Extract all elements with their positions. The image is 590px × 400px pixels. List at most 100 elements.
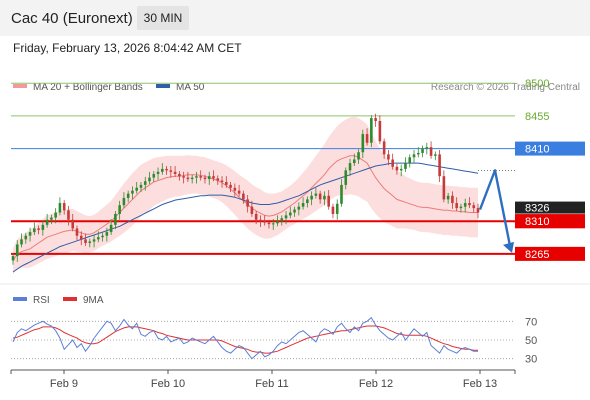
candle-body	[352, 159, 356, 164]
candle-body	[220, 180, 224, 182]
candle-body	[323, 195, 326, 200]
candle-body	[365, 134, 369, 143]
candle-body	[212, 176, 215, 179]
candle-body	[408, 157, 412, 164]
instrument-title: Cac 40 (Euronext)	[11, 10, 133, 27]
timeframe-button[interactable]: 30 MIN	[137, 6, 189, 30]
candle-body	[114, 213, 117, 225]
chart-header: Cac 40 (Euronext) 30 MIN	[0, 0, 590, 36]
candle-body	[148, 177, 151, 182]
candle-body	[71, 219, 75, 229]
candle-body	[331, 206, 335, 214]
candle-body	[50, 217, 53, 220]
candle-body	[335, 203, 339, 214]
candle-body	[455, 203, 458, 209]
candle-body	[109, 224, 113, 233]
x-tick-label: Feb 10	[151, 378, 185, 390]
candle-body	[451, 195, 454, 204]
level-label-8265: 8265	[525, 249, 549, 261]
candle-body	[11, 256, 15, 261]
candle-body	[216, 178, 220, 181]
candle-body	[263, 221, 266, 223]
candle-body	[472, 205, 476, 209]
candle-body	[361, 134, 365, 153]
candle-body	[190, 177, 194, 180]
candle-body	[378, 120, 382, 142]
candle-body	[173, 171, 177, 174]
candle-body	[242, 193, 245, 200]
forecast-arrow-line	[478, 169, 512, 247]
rsi-tick-50: 50	[525, 335, 537, 347]
watermark: Research © 2026 Trading Central	[431, 82, 580, 93]
candle-body	[382, 141, 386, 155]
candle-body	[421, 148, 424, 153]
candle-body	[434, 154, 437, 156]
candle-body	[459, 206, 463, 209]
rsi-legend-label-1: 9MA	[83, 295, 104, 306]
rsi-tick-30: 30	[525, 354, 537, 366]
candle-body	[463, 203, 467, 207]
candle-body	[67, 210, 70, 220]
level-box-8310-top	[515, 214, 585, 229]
candle-body	[143, 181, 147, 185]
candle-body	[178, 174, 181, 177]
candle-body	[75, 228, 79, 236]
candle-body	[165, 168, 168, 171]
x-tick-label: Feb 12	[359, 378, 393, 390]
bollinger-band	[13, 116, 478, 275]
level-box-8265	[515, 246, 585, 261]
candle-body	[207, 176, 211, 180]
candle-body	[131, 190, 134, 194]
rsi-legend-swatch-1	[63, 297, 77, 301]
candle-body	[399, 168, 403, 171]
current-price-box	[515, 201, 585, 214]
rsi-ma-line	[12, 325, 478, 354]
candle-body	[429, 147, 433, 156]
candle-body	[314, 193, 318, 196]
candle-body	[37, 228, 40, 230]
ma50-line	[12, 162, 479, 273]
candle-body	[370, 118, 373, 143]
level-label-8500: 8500	[525, 78, 549, 90]
candle-body	[79, 235, 83, 240]
candle-body	[84, 239, 87, 243]
candle-body	[58, 203, 62, 213]
candle-body	[259, 219, 262, 222]
candle-body	[348, 163, 352, 171]
candle-body	[45, 219, 49, 225]
chart-datetime: Friday, February 13, 2026 8:04:42 AM CET	[13, 41, 242, 55]
candle-body	[122, 197, 126, 206]
candle-body	[156, 171, 160, 174]
candle-body	[62, 203, 66, 211]
candle-body	[357, 152, 360, 160]
legend-swatch-1	[156, 84, 170, 88]
candle-body	[446, 195, 450, 200]
candle-body	[97, 237, 100, 240]
candle-body	[280, 218, 284, 222]
candle-body	[15, 244, 19, 257]
candle-body	[118, 205, 121, 214]
candle-body	[41, 224, 45, 230]
candle-body	[284, 215, 288, 219]
candle-body	[246, 199, 249, 207]
candle-body	[442, 176, 446, 200]
forecast-arrow-head	[503, 241, 514, 253]
candle-body	[476, 208, 480, 213]
candle-body	[306, 199, 309, 204]
candle-body	[250, 206, 254, 214]
candle-body	[101, 235, 104, 238]
candle-body	[126, 193, 130, 198]
legend-label-1: MA 50	[176, 82, 205, 93]
candle-body	[105, 232, 109, 236]
candle-body	[135, 187, 139, 191]
candle-body	[297, 206, 301, 210]
candle-body	[20, 239, 23, 245]
candle-body	[186, 177, 190, 180]
candle-body	[340, 184, 343, 204]
candle-body	[387, 154, 390, 160]
x-tick-label: Feb 11	[255, 378, 288, 390]
candle-body	[182, 176, 185, 178]
candle-body	[374, 118, 377, 121]
rsi-line	[12, 316, 478, 360]
